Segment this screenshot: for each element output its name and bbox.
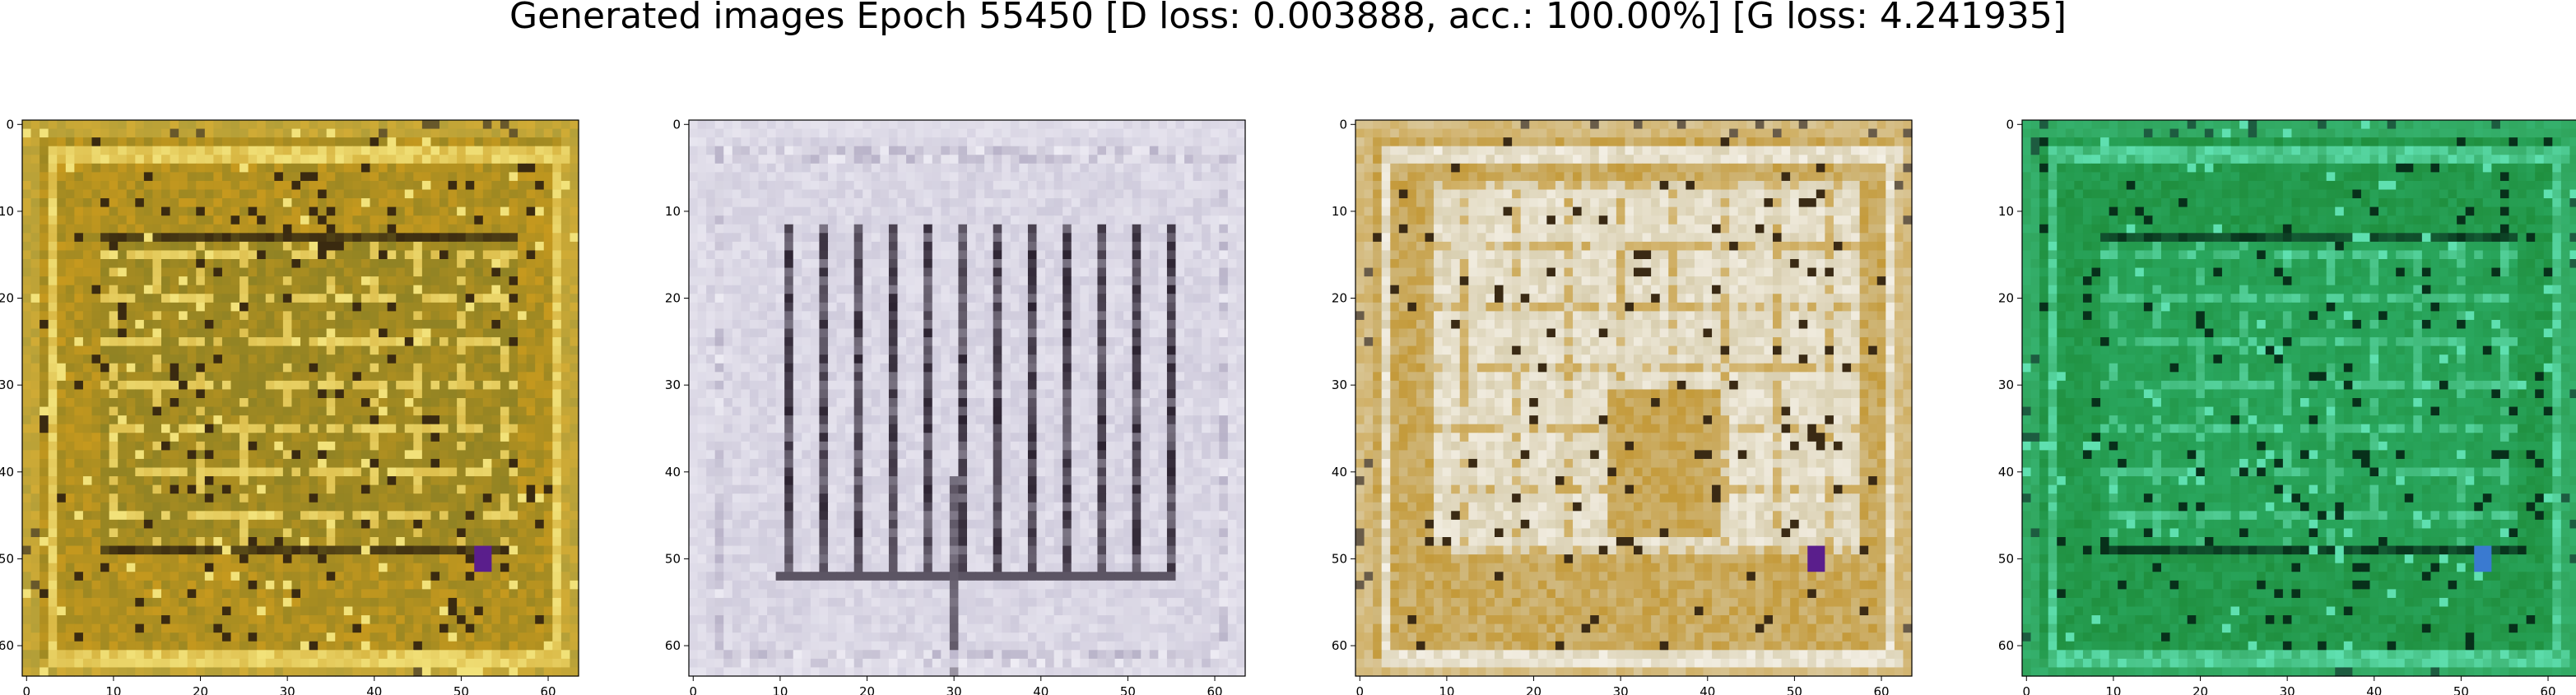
x-tick-label: 50: [2453, 684, 2469, 695]
image-panel-4: 0 10 20 30 40 50 60 0 10 20 30 40 50 60: [1998, 117, 2576, 695]
heatmap-4: 0 10 20 30 40 50 60 0 10 20 30 40 50 60: [1998, 117, 2576, 695]
image-pixels: [1355, 120, 1913, 677]
image-panel-3: 0 10 20 30 40 50 60 0 10 20 30 40 50 60: [1332, 117, 1913, 695]
y-tick-label: 50: [1332, 551, 1347, 566]
x-tick-label: 10: [2105, 684, 2121, 695]
x-tick-label: 40: [1033, 684, 1049, 695]
y-tick-label: 60: [1998, 638, 2014, 653]
x-tick-label: 60: [2540, 684, 2555, 695]
y-tick-label: 20: [665, 291, 681, 306]
y-tick-label: 20: [1998, 291, 2014, 306]
y-tick-label: 10: [665, 204, 681, 219]
heatmap-3: 0 10 20 30 40 50 60 0 10 20 30 40 50 60: [1332, 117, 1913, 695]
axes-frame: [21, 119, 579, 677]
x-tick-label: 0: [23, 684, 31, 695]
x-tick-label: 40: [1700, 684, 1715, 695]
x-tick-label: 40: [366, 684, 382, 695]
image-panel-2: 0 10 20 30 40 50 60 0 10 20 30 40 50 60: [665, 117, 1246, 695]
x-tick-label: 0: [690, 684, 698, 695]
y-tick-label: 50: [665, 551, 681, 566]
x-tick-label: 30: [280, 684, 295, 695]
axes-frame: [2021, 119, 2576, 677]
y-tick-label: 60: [1332, 638, 1347, 653]
y-tick-label: 30: [0, 378, 14, 392]
y-tick-label: 40: [1998, 465, 2014, 480]
x-tick-label: 60: [1873, 684, 1889, 695]
y-tick-label: 50: [1998, 551, 2014, 566]
x-tick-label: 30: [946, 684, 962, 695]
y-tick-label: 40: [1332, 465, 1347, 480]
x-tick-label: 10: [1439, 684, 1454, 695]
heatmap-2: 0 10 20 30 40 50 60 0 10 20 30 40 50 60: [665, 117, 1246, 695]
y-tick-label: 50: [0, 551, 14, 566]
y-tick-label: 40: [0, 465, 14, 480]
y-tick-label: 10: [0, 204, 14, 219]
x-tick-label: 0: [2023, 684, 2031, 695]
x-tick-label: 20: [193, 684, 208, 695]
y-tick-label: 0: [1339, 117, 1347, 132]
image-pixels: [22, 120, 579, 677]
image-pixels: [689, 120, 1246, 677]
x-tick-label: 60: [540, 684, 556, 695]
y-tick-label: 40: [665, 465, 681, 480]
y-tick-label: 30: [1332, 378, 1347, 392]
image-panel-1: 0 10 20 30 40 50 60 0 10 20 30 40 50 60: [0, 117, 579, 695]
y-tick-label: 30: [665, 378, 681, 392]
x-tick-label: 10: [772, 684, 788, 695]
y-tick-label: 0: [6, 117, 14, 132]
x-tick-label: 40: [2366, 684, 2382, 695]
y-tick-label: 30: [1998, 378, 2014, 392]
axes-frame: [1355, 119, 1913, 677]
image-pixels: [2022, 120, 2576, 677]
x-tick-label: 50: [1787, 684, 1802, 695]
x-tick-label: 30: [2280, 684, 2295, 695]
heatmap-1: 0 10 20 30 40 50 60 0 10 20 30 40 50 60: [0, 117, 579, 695]
y-tick-label: 60: [665, 638, 681, 653]
axes-frame: [688, 119, 1246, 677]
y-tick-label: 0: [2006, 117, 2014, 132]
y-tick-label: 10: [1998, 204, 2014, 219]
y-tick-label: 20: [1332, 291, 1347, 306]
y-tick-label: 10: [1332, 204, 1347, 219]
x-tick-label: 50: [1120, 684, 1136, 695]
figure-title: Generated images Epoch 55450 [D loss: 0.…: [509, 0, 2067, 37]
x-tick-label: 60: [1207, 684, 1222, 695]
y-tick-label: 60: [0, 638, 14, 653]
y-tick-label: 0: [672, 117, 681, 132]
x-tick-label: 20: [859, 684, 875, 695]
x-tick-label: 50: [453, 684, 469, 695]
x-tick-label: 10: [105, 684, 121, 695]
x-tick-label: 20: [2192, 684, 2208, 695]
x-tick-label: 20: [1526, 684, 1541, 695]
x-tick-label: 30: [1613, 684, 1629, 695]
y-tick-label: 20: [0, 291, 14, 306]
x-tick-label: 0: [1356, 684, 1365, 695]
